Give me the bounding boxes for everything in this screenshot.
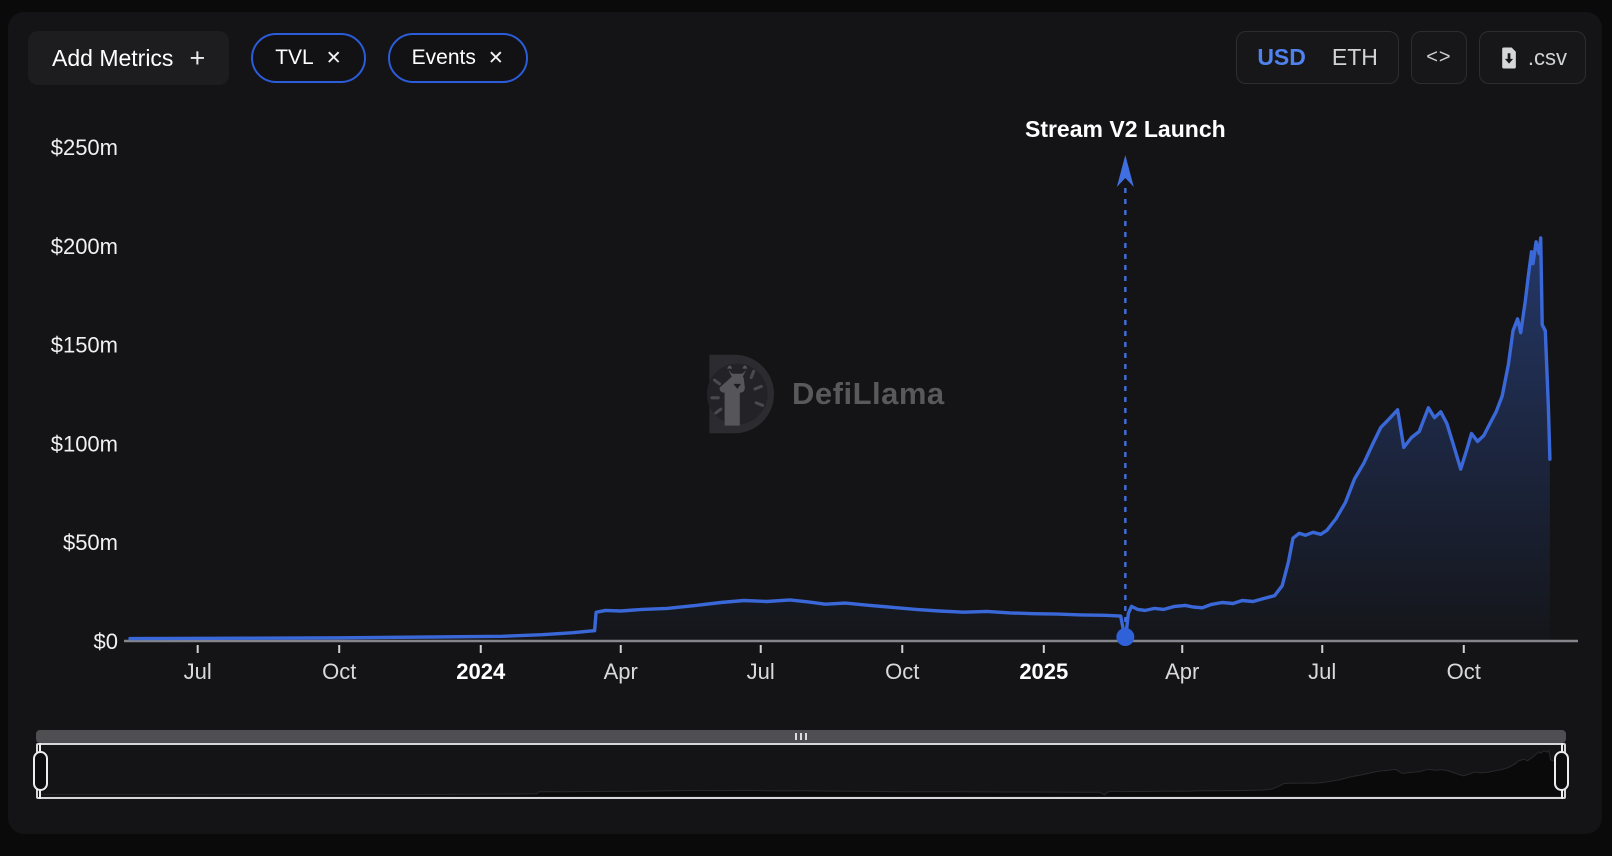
svg-text:Oct: Oct [1447, 659, 1481, 684]
svg-text:$150m: $150m [51, 333, 118, 358]
watermark-text: DefiLlama [792, 376, 945, 411]
csv-download-button[interactable]: .csv [1478, 31, 1586, 84]
close-icon[interactable]: ✕ [487, 47, 504, 69]
svg-text:Apr: Apr [604, 659, 638, 684]
header-left: Add Metrics + TVL ✕ Events ✕ [28, 31, 528, 85]
svg-text:Stream V2 Launch: Stream V2 Launch [1025, 116, 1226, 142]
svg-text:Apr: Apr [1165, 659, 1199, 684]
brush-grip-icon[interactable] [795, 733, 807, 740]
add-metrics-label: Add Metrics [52, 44, 174, 71]
metric-pill-label: Events [411, 46, 476, 69]
currency-option-eth[interactable]: ETH [1331, 44, 1378, 70]
svg-text:Oct: Oct [322, 659, 356, 684]
svg-text:$250m: $250m [51, 135, 118, 160]
watermark: DefiLlama [698, 352, 945, 436]
header-right: USD ETH <> .csv [1236, 31, 1586, 84]
brush-selection[interactable] [36, 743, 1566, 799]
brush-right-handle[interactable] [1554, 751, 1569, 791]
svg-text:Jul: Jul [747, 659, 775, 684]
svg-text:Jul: Jul [1308, 659, 1336, 684]
currency-option-usd[interactable]: USD [1257, 44, 1306, 70]
brush-left-handle[interactable] [33, 751, 48, 791]
svg-text:2025: 2025 [1019, 659, 1068, 684]
svg-text:2024: 2024 [456, 659, 506, 684]
metric-pill-tvl[interactable]: TVL ✕ [251, 33, 366, 83]
csv-download-icon [1502, 47, 1516, 68]
close-icon[interactable]: ✕ [325, 47, 342, 69]
currency-toggle[interactable]: USD ETH [1236, 31, 1399, 84]
svg-text:$200m: $200m [51, 234, 118, 259]
brush-scrollbar-track[interactable] [36, 730, 1566, 743]
svg-text:Jul: Jul [184, 659, 212, 684]
svg-text:$0: $0 [94, 629, 118, 654]
plus-icon: + [189, 42, 206, 73]
defillama-logo-icon [706, 354, 774, 434]
brush-mini-chart [39, 749, 1563, 797]
svg-text:Oct: Oct [885, 659, 919, 684]
add-metrics-button[interactable]: Add Metrics + [28, 31, 230, 85]
embed-button[interactable]: <> [1410, 31, 1467, 84]
embed-icon: <> [1426, 46, 1452, 68]
tvl-area-chart[interactable]: Jul Oct 2024 Apr Jul Oct 2025 Apr Jul Oct $0 $50m $1… [0, 100, 1612, 720]
csv-label: .csv [1527, 44, 1567, 70]
metric-pill-label: TVL [275, 46, 314, 69]
svg-text:$100m: $100m [51, 431, 118, 456]
svg-text:$50m: $50m [63, 530, 118, 555]
chart-panel [8, 12, 1602, 834]
metric-pill-events[interactable]: Events ✕ [387, 33, 528, 83]
